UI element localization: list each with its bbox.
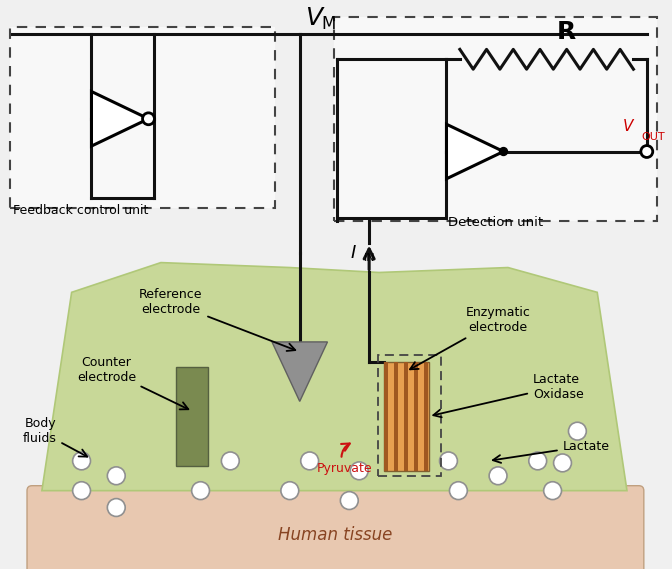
Text: Enzymatic
electrode: Enzymatic electrode — [410, 306, 530, 369]
Polygon shape — [446, 124, 503, 179]
Circle shape — [529, 452, 546, 470]
Circle shape — [554, 454, 571, 472]
Polygon shape — [42, 262, 627, 490]
Text: Body
fluids: Body fluids — [23, 417, 87, 457]
Text: $\mathit{V}$: $\mathit{V}$ — [622, 118, 636, 134]
Text: Lactate
Oxidase: Lactate Oxidase — [433, 373, 583, 417]
Text: $\mathit{V}$: $\mathit{V}$ — [304, 6, 325, 30]
Text: Human tissue: Human tissue — [278, 526, 392, 545]
Text: OUT: OUT — [642, 131, 665, 142]
Circle shape — [73, 482, 91, 500]
Bar — [384, 362, 429, 471]
Circle shape — [489, 467, 507, 485]
Text: R: R — [557, 19, 576, 43]
Circle shape — [341, 492, 358, 509]
Circle shape — [73, 452, 91, 470]
Polygon shape — [272, 342, 327, 401]
Circle shape — [221, 452, 239, 470]
Circle shape — [499, 147, 507, 155]
Bar — [414, 362, 418, 471]
Bar — [10, 27, 275, 208]
Circle shape — [350, 462, 368, 480]
Circle shape — [300, 452, 319, 470]
Bar — [384, 362, 388, 471]
Circle shape — [544, 482, 562, 500]
Circle shape — [569, 422, 586, 440]
Text: Lactate: Lactate — [493, 439, 610, 463]
Bar — [335, 17, 657, 221]
Circle shape — [439, 452, 458, 470]
Text: Pyruvate: Pyruvate — [317, 443, 372, 475]
Polygon shape — [91, 92, 149, 146]
Text: M: M — [321, 15, 336, 32]
Circle shape — [142, 113, 155, 125]
Circle shape — [108, 498, 125, 517]
Bar — [394, 362, 398, 471]
Bar — [404, 362, 408, 471]
FancyBboxPatch shape — [27, 486, 644, 569]
Circle shape — [281, 482, 299, 500]
Circle shape — [108, 467, 125, 485]
Text: Detection unit: Detection unit — [448, 216, 543, 229]
Circle shape — [192, 482, 210, 500]
Bar — [176, 366, 208, 466]
Text: $\mathit{I}$: $\mathit{I}$ — [350, 244, 358, 262]
Circle shape — [641, 146, 653, 158]
Bar — [423, 362, 427, 471]
Text: IN: IN — [364, 253, 376, 263]
Circle shape — [450, 482, 467, 500]
Text: Counter
electrode: Counter electrode — [77, 356, 188, 409]
Bar — [378, 355, 441, 476]
Text: Reference
electrode: Reference electrode — [139, 288, 295, 351]
Text: Feedback control unit: Feedback control unit — [13, 204, 149, 217]
